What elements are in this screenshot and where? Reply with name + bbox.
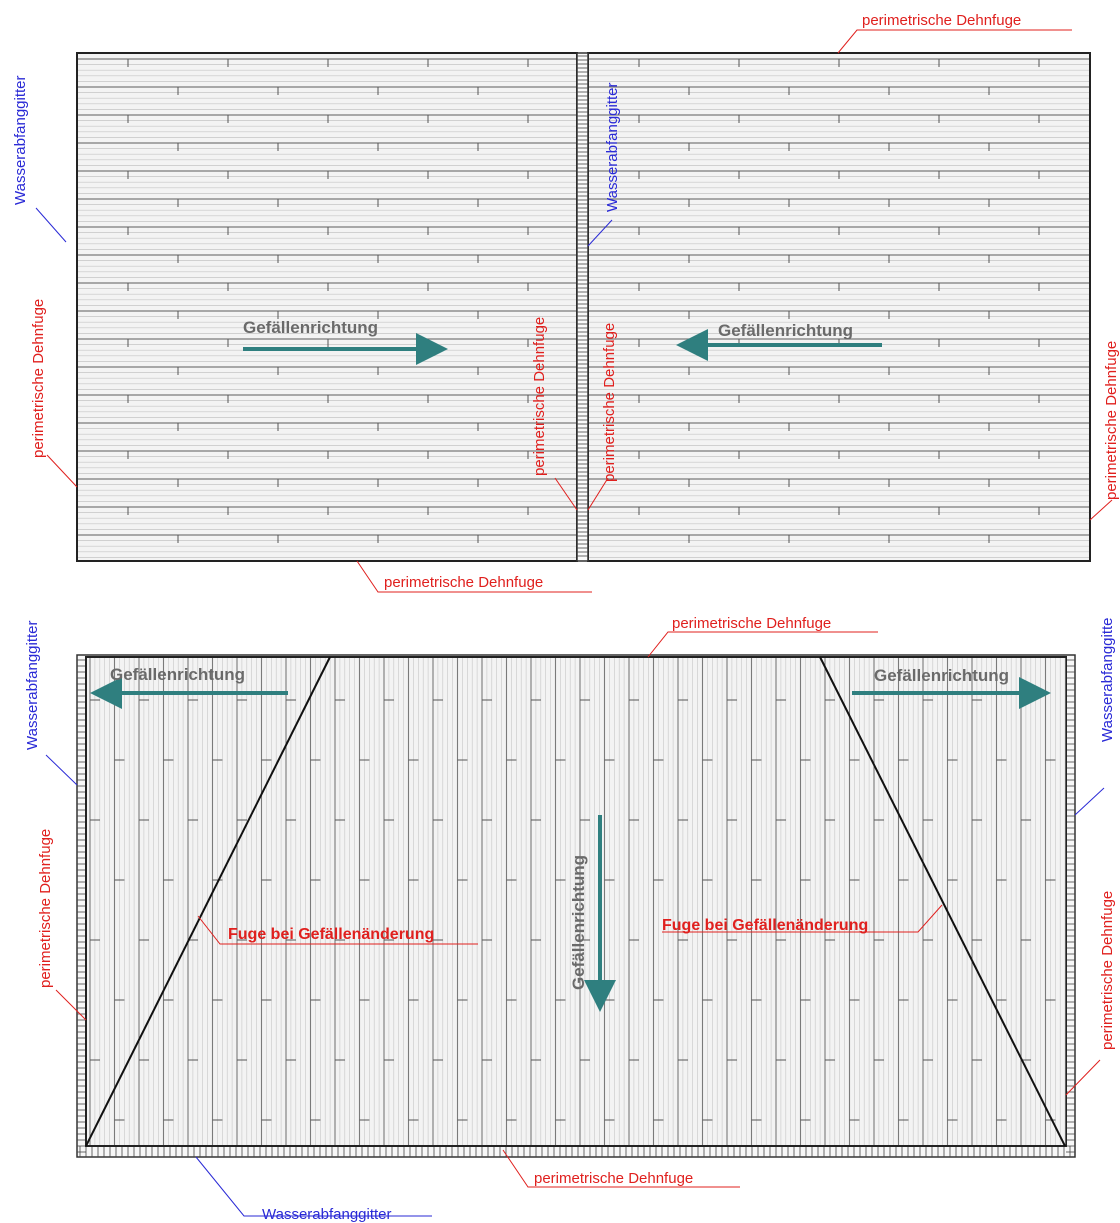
top-plan: Gefällenrichtung Gefällenrichtung perime… xyxy=(12,12,1120,593)
top-perimeter-label-bottom: perimetrische Dehnfuge xyxy=(384,574,543,591)
top-left-perimeter-leader xyxy=(46,454,78,488)
bottom-perimeter-label-top: perimetrische Dehnfuge xyxy=(672,615,831,632)
bottom-right-slope-label: Gefällenrichtung xyxy=(874,666,1009,685)
bottom-left-grate-label: Wasserabfanggitter xyxy=(24,620,41,750)
top-center-right-perimeter-leader xyxy=(587,477,609,511)
top-center-grate-label: Wasserabfanggitter xyxy=(604,82,621,212)
bottom-left-slope-label: Gefällenrichtung xyxy=(110,665,245,684)
right-slope-change-leader xyxy=(662,904,943,933)
top-center-grate-leader xyxy=(587,219,613,247)
bottom-plan: Gefällenrichtung Gefällenrichtung Gefäll… xyxy=(24,615,1116,1223)
bottom-deck xyxy=(85,656,1067,1147)
top-center-left-perimeter-leader xyxy=(554,477,578,511)
top-board-lines xyxy=(78,58,1089,558)
bottom-perimeter-label-bottom: perimetrische Dehnfuge xyxy=(534,1170,693,1187)
right-slope-change-joint xyxy=(819,656,1066,1147)
left-slope-change-leader xyxy=(197,915,478,945)
top-right-perimeter-leader-side xyxy=(1089,499,1113,521)
bottom-grate-label-bottom: Wasserabfanggitter xyxy=(262,1206,392,1223)
top-left-perimeter-label: perimetrische Dehnfuge xyxy=(30,299,47,458)
bottom-left-perimeter-label: perimetrische Dehnfuge xyxy=(37,829,54,988)
right-slope-change-label: Fuge bei Gefällenänderung xyxy=(662,917,868,934)
bottom-grate-leader xyxy=(195,1156,432,1217)
bottom-top-perimeter-leader xyxy=(647,631,878,658)
bottom-right-grate-label: Wasserabfanggitte xyxy=(1099,617,1116,742)
left-slope-change-label: Fuge bei Gefällenänderung xyxy=(228,926,434,943)
bottom-left-perimeter-leader xyxy=(55,989,87,1021)
bottom-center-slope-label: Gefällenrichtung xyxy=(569,855,588,990)
top-right-perimeter-label: perimetrische Dehnfuge xyxy=(1103,341,1120,500)
bottom-bottom-perimeter-leader xyxy=(502,1149,740,1188)
top-left-grate-label: Wasserabfanggitter xyxy=(12,75,29,205)
top-center-drain-grate xyxy=(576,52,589,562)
top-right-slope-label: Gefällenrichtung xyxy=(718,321,853,340)
bottom-left-grate-leader xyxy=(45,754,78,786)
bottom-board-lines xyxy=(89,658,1066,1145)
bottom-right-perimeter-leader xyxy=(1065,1059,1101,1096)
top-left-grate-leader xyxy=(35,207,67,243)
top-perimeter-label-topright: perimetrische Dehnfuge xyxy=(862,12,1021,29)
top-bottom-perimeter-leader xyxy=(356,560,592,593)
top-left-slope-label: Gefällenrichtung xyxy=(243,318,378,337)
top-center-left-perimeter-label: perimetrische Dehnfuge xyxy=(531,317,548,476)
top-grate-ticks xyxy=(577,55,588,557)
top-center-right-perimeter-label: perimetrische Dehnfuge xyxy=(601,323,618,482)
bottom-right-grate-leader xyxy=(1074,787,1105,816)
bottom-right-perimeter-label: perimetrische Dehnfuge xyxy=(1099,891,1116,1050)
top-right-perimeter-leader-top xyxy=(837,29,1072,54)
bottom-grate-ticks xyxy=(77,659,1075,1157)
left-slope-change-joint xyxy=(85,656,331,1147)
